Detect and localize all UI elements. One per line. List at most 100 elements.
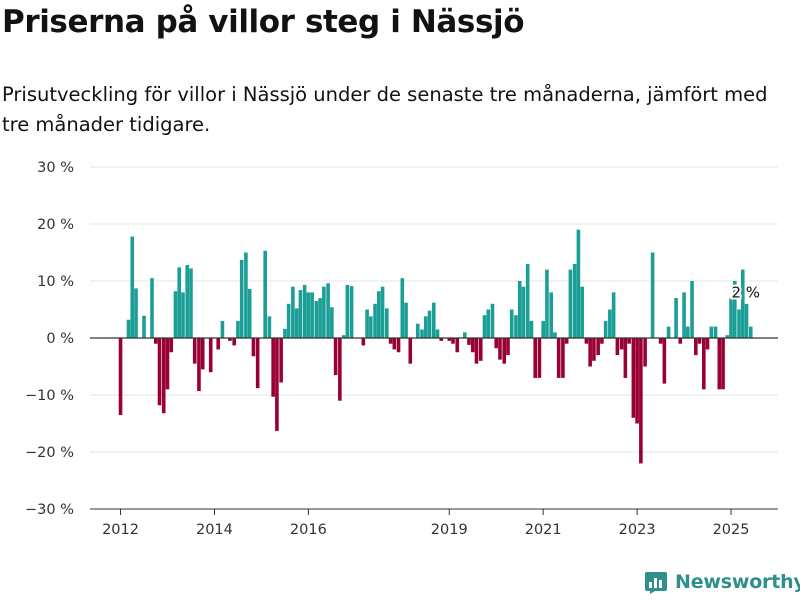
bar	[341, 335, 346, 338]
bar	[388, 338, 393, 344]
bar	[400, 278, 405, 338]
bar	[619, 338, 624, 350]
bar	[627, 338, 631, 344]
bar	[326, 283, 330, 338]
bar	[584, 338, 589, 344]
bar	[737, 309, 741, 338]
bar	[541, 320, 545, 338]
bar	[142, 315, 146, 338]
x-tick-label: 2016	[290, 522, 327, 538]
logo-text: Newsworthy	[675, 571, 800, 593]
bar	[678, 338, 683, 344]
x-tick-label: 2021	[525, 522, 562, 538]
bar	[118, 338, 123, 415]
bar	[153, 338, 158, 344]
bar	[134, 288, 138, 338]
bar	[694, 338, 698, 356]
annotation: 2 %	[729, 282, 762, 304]
bar	[576, 229, 581, 338]
bar	[729, 298, 733, 338]
bar	[392, 338, 397, 350]
bar	[239, 259, 244, 338]
bar	[549, 292, 553, 338]
bar	[338, 338, 342, 401]
bar	[603, 320, 608, 338]
bar	[697, 338, 702, 344]
bar	[467, 338, 471, 345]
bar	[490, 303, 495, 338]
bar	[423, 316, 428, 338]
bar	[247, 288, 252, 338]
bar	[232, 338, 236, 346]
bar	[189, 268, 193, 338]
bar	[568, 269, 573, 338]
bar	[509, 309, 514, 338]
bar	[596, 338, 600, 356]
bar	[506, 338, 510, 356]
bar	[439, 338, 444, 341]
bar	[474, 338, 479, 364]
bar	[502, 338, 507, 364]
bar	[228, 338, 232, 341]
x-tick-label: 2023	[619, 522, 656, 538]
bar	[349, 286, 354, 338]
chart-title: Priserna på villor steg i Nässjö	[2, 4, 525, 40]
bar	[498, 338, 502, 360]
y-tick-label: −10 %	[25, 388, 74, 404]
y-tick-label: 30 %	[37, 160, 74, 176]
bar	[322, 286, 326, 338]
bar	[377, 291, 381, 338]
y-axis-tick-labels: 30 % 20 % 10 % 0 % −10 % −20 % −30 %	[25, 160, 74, 518]
bar	[650, 252, 655, 338]
bar	[748, 326, 753, 338]
bar	[631, 338, 636, 418]
bar	[173, 291, 178, 338]
bar	[611, 292, 616, 338]
bar	[478, 338, 483, 361]
bar	[525, 263, 530, 338]
bar	[556, 338, 561, 378]
bar	[470, 338, 475, 353]
bar	[662, 338, 667, 384]
bar	[521, 286, 526, 338]
bar	[330, 307, 334, 338]
bar	[298, 290, 303, 338]
bar	[435, 329, 440, 338]
bar	[514, 315, 518, 338]
bar	[271, 338, 275, 397]
bar	[157, 338, 162, 406]
bar	[431, 302, 436, 338]
bar	[396, 338, 401, 353]
bar	[361, 338, 366, 346]
bar	[408, 338, 413, 364]
bar	[263, 250, 267, 338]
bar	[310, 292, 314, 338]
bar	[545, 269, 549, 338]
bar	[732, 281, 737, 338]
bar	[197, 338, 201, 392]
bar	[592, 338, 596, 361]
bar	[385, 308, 389, 338]
y-tick-label: 20 %	[37, 217, 74, 233]
bar	[600, 338, 604, 344]
y-tick-label: 0 %	[46, 331, 74, 347]
bar	[169, 338, 174, 353]
bar	[283, 328, 287, 338]
bar	[725, 335, 730, 338]
bar	[561, 338, 565, 378]
bar	[161, 338, 166, 414]
y-tick-label: −20 %	[25, 445, 74, 461]
x-tick-label: 2012	[102, 522, 139, 538]
bar	[517, 281, 522, 338]
bar	[126, 319, 131, 338]
bar	[682, 292, 686, 338]
bar	[482, 315, 487, 338]
x-tick-label: 2014	[196, 522, 233, 538]
bar	[279, 338, 283, 383]
bar	[580, 286, 584, 338]
bar	[713, 326, 718, 338]
bar	[572, 263, 577, 338]
bar	[373, 303, 377, 338]
bar	[208, 338, 213, 373]
